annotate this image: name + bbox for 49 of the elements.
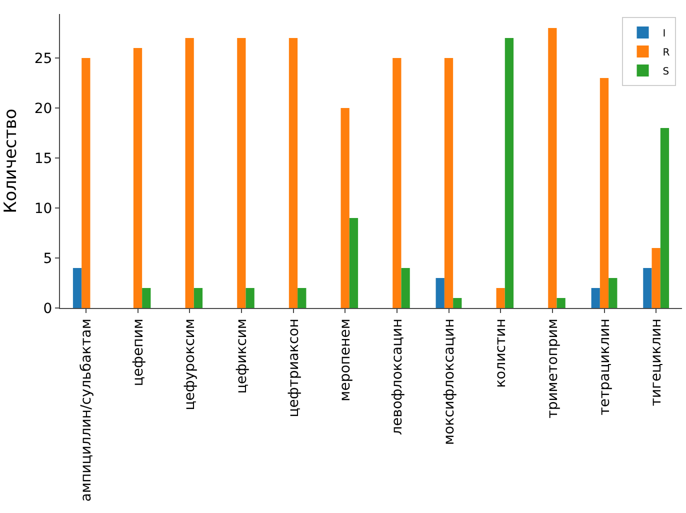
bar	[142, 288, 151, 308]
bar	[194, 288, 203, 308]
x-tick-label: моксифлоксацин	[441, 318, 458, 445]
x-tick-label: колистин	[493, 318, 510, 388]
bar	[185, 38, 194, 308]
x-tick-label: цефтриаксон	[286, 318, 302, 418]
bar	[82, 58, 90, 308]
bar	[453, 298, 462, 308]
bar	[660, 128, 670, 308]
x-tick-label: тигециклин	[648, 318, 665, 406]
bar	[401, 268, 410, 308]
y-tick-label: 20	[34, 100, 52, 117]
bar	[246, 288, 254, 308]
bar	[237, 38, 246, 308]
bar	[548, 28, 557, 308]
bar	[298, 288, 306, 308]
bar	[643, 268, 652, 308]
legend-label: R	[662, 47, 670, 58]
bar	[133, 48, 142, 308]
x-tick-label: цефиксим	[234, 318, 250, 394]
y-axis-title: Количество	[1, 108, 21, 214]
bar	[556, 298, 566, 308]
y-tick-label: 0	[43, 300, 52, 317]
bar	[608, 278, 618, 308]
y-tick-label: 15	[34, 150, 52, 167]
bar	[436, 278, 444, 308]
bar	[444, 58, 454, 308]
x-tick-label: ампициллин/сульбактам	[78, 318, 94, 502]
x-tick-label: цефепим	[130, 318, 146, 386]
x-tick-label: левофлоксацин	[389, 318, 406, 435]
bar	[600, 78, 609, 308]
bar	[591, 288, 600, 308]
bar	[349, 218, 358, 308]
x-tick-label: триметоприм	[544, 318, 561, 418]
bar	[288, 38, 298, 308]
legend-label: S	[662, 66, 670, 78]
bar	[340, 108, 350, 308]
bar	[504, 38, 514, 308]
bar	[496, 288, 505, 308]
x-tick-label: тетрациклин	[596, 318, 613, 416]
x-tick-label: цефуроксим	[182, 318, 198, 410]
x-tick-label: меропенем	[338, 318, 354, 402]
y-tick-label: 25	[34, 50, 52, 67]
bar	[72, 268, 82, 308]
bar	[392, 58, 402, 308]
bar	[652, 248, 660, 308]
legend-label: I	[662, 28, 666, 40]
y-tick-label: 10	[34, 200, 52, 217]
y-tick-label: 5	[43, 250, 52, 267]
